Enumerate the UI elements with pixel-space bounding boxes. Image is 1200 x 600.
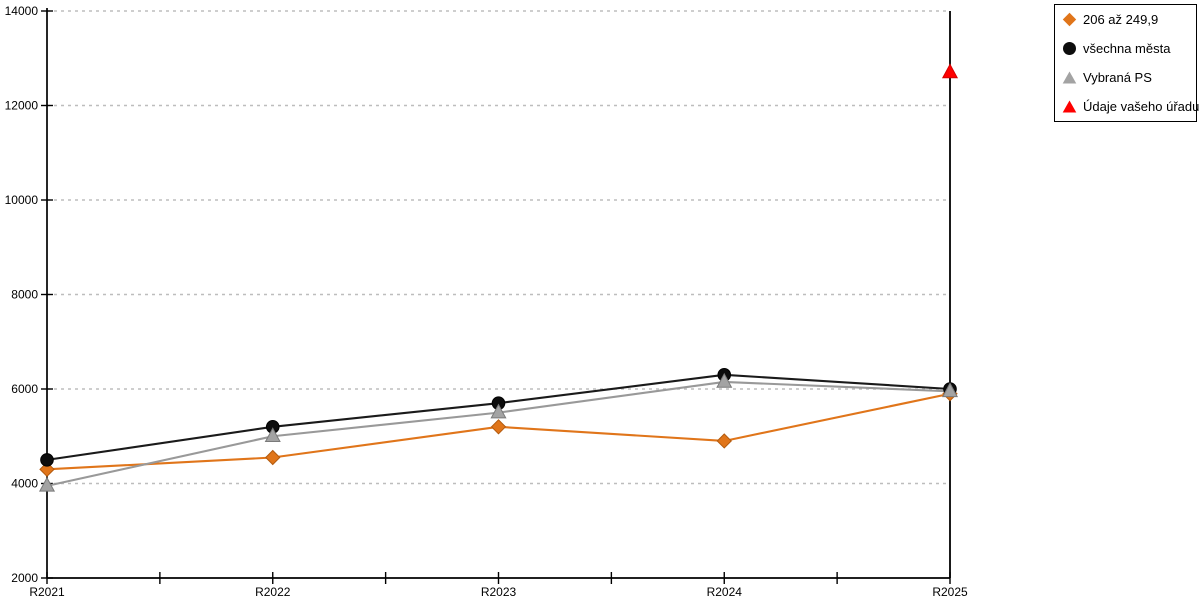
legend-item-vybrana-ps: Vybraná PS [1062,63,1192,92]
legend-label: Údaje vašeho úřadu [1083,99,1200,114]
data-point-series0-R2024 [716,433,732,449]
legend-label: všechna města [1083,41,1171,56]
legend-item-udaje-vaseho-uradu: Údaje vašeho úřadu [1062,92,1199,121]
y-tick-label: 6000 [11,382,38,396]
circle-marker-shape [1063,42,1076,55]
x-tick-label: R2025 [932,585,968,599]
legend: 206 až 249,9 všechna města Vybraná PS Úd… [1054,4,1199,122]
data-point-series1-R2021 [40,453,54,467]
triangle-icon [1062,71,1077,84]
triangle-icon [1062,100,1077,113]
data-point-series2-R2021 [38,476,56,492]
y-tick-label: 4000 [11,477,38,491]
legend-item-206-az-249: 206 až 249,9 [1062,5,1192,34]
data-point-series2-R2023 [490,403,507,419]
legend-label: 206 až 249,9 [1083,12,1159,27]
x-tick-label: R2024 [707,585,743,599]
triangle-marker-shape [1062,71,1077,84]
data-point-series3-R2025 [941,63,959,79]
data-point-series2-R2022 [264,427,281,443]
diamond-marker-shape [1062,12,1077,27]
y-tick-label: 12000 [5,99,39,113]
y-tick-label: 10000 [5,193,39,207]
data-point-series0-R2022 [265,449,281,466]
y-tick-label: 8000 [11,288,38,302]
x-tick-label: R2022 [255,585,291,599]
circle-icon [1063,42,1076,55]
y-tick-label: 2000 [11,571,38,585]
diamond-icon [1062,12,1077,27]
legend-label: Vybraná PS [1083,70,1152,85]
x-tick-label: R2023 [481,585,517,599]
data-point-series2-R2025 [941,382,959,398]
x-tick-label: R2021 [29,585,65,599]
y-tick-label: 14000 [5,4,39,18]
data-point-series0-R2023 [490,419,507,435]
data-point-series2-R2024 [716,372,733,388]
triangle-marker-shape [1062,100,1077,113]
legend-item-vsechna-mesta: všechna města [1062,34,1192,63]
